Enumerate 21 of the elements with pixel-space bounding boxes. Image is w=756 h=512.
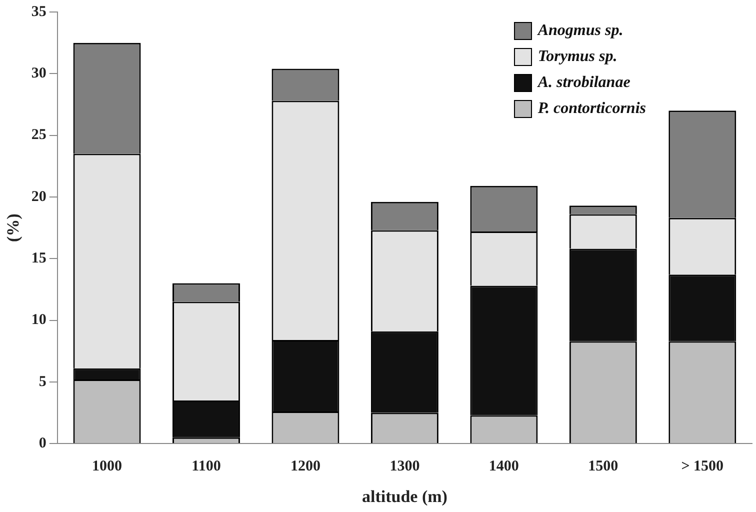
x-tick-label: > 1500 (681, 458, 724, 474)
legend-label: Anogmus sp. (538, 22, 624, 40)
y-tick-label: 25 (31, 127, 46, 144)
y-tick-label: 15 (31, 250, 46, 267)
x-tick-label: 1100 (192, 458, 221, 474)
x-axis-title: altitude (m) (362, 487, 448, 506)
x-tick-label: 1200 (290, 458, 320, 474)
legend-label: P. contorticornis (538, 100, 646, 118)
x-tick-label: 1000 (92, 458, 122, 474)
y-tick-label: 0 (38, 435, 46, 452)
x-tick-label: 1400 (488, 458, 519, 474)
legend-label: Torymus sp. (538, 48, 618, 66)
y-tick-label: 10 (31, 312, 46, 328)
x-tick-label: 1300 (390, 458, 420, 474)
y-tick-label: 30 (31, 66, 46, 82)
x-tick-label: 1500 (588, 458, 618, 474)
y-tick-label: 20 (31, 188, 46, 205)
y-axis-title: (%) (4, 214, 23, 242)
y-tick-label: 35 (31, 4, 46, 20)
legend-label: A. strobilanae (538, 74, 630, 92)
y-tick-label: 5 (38, 374, 46, 390)
